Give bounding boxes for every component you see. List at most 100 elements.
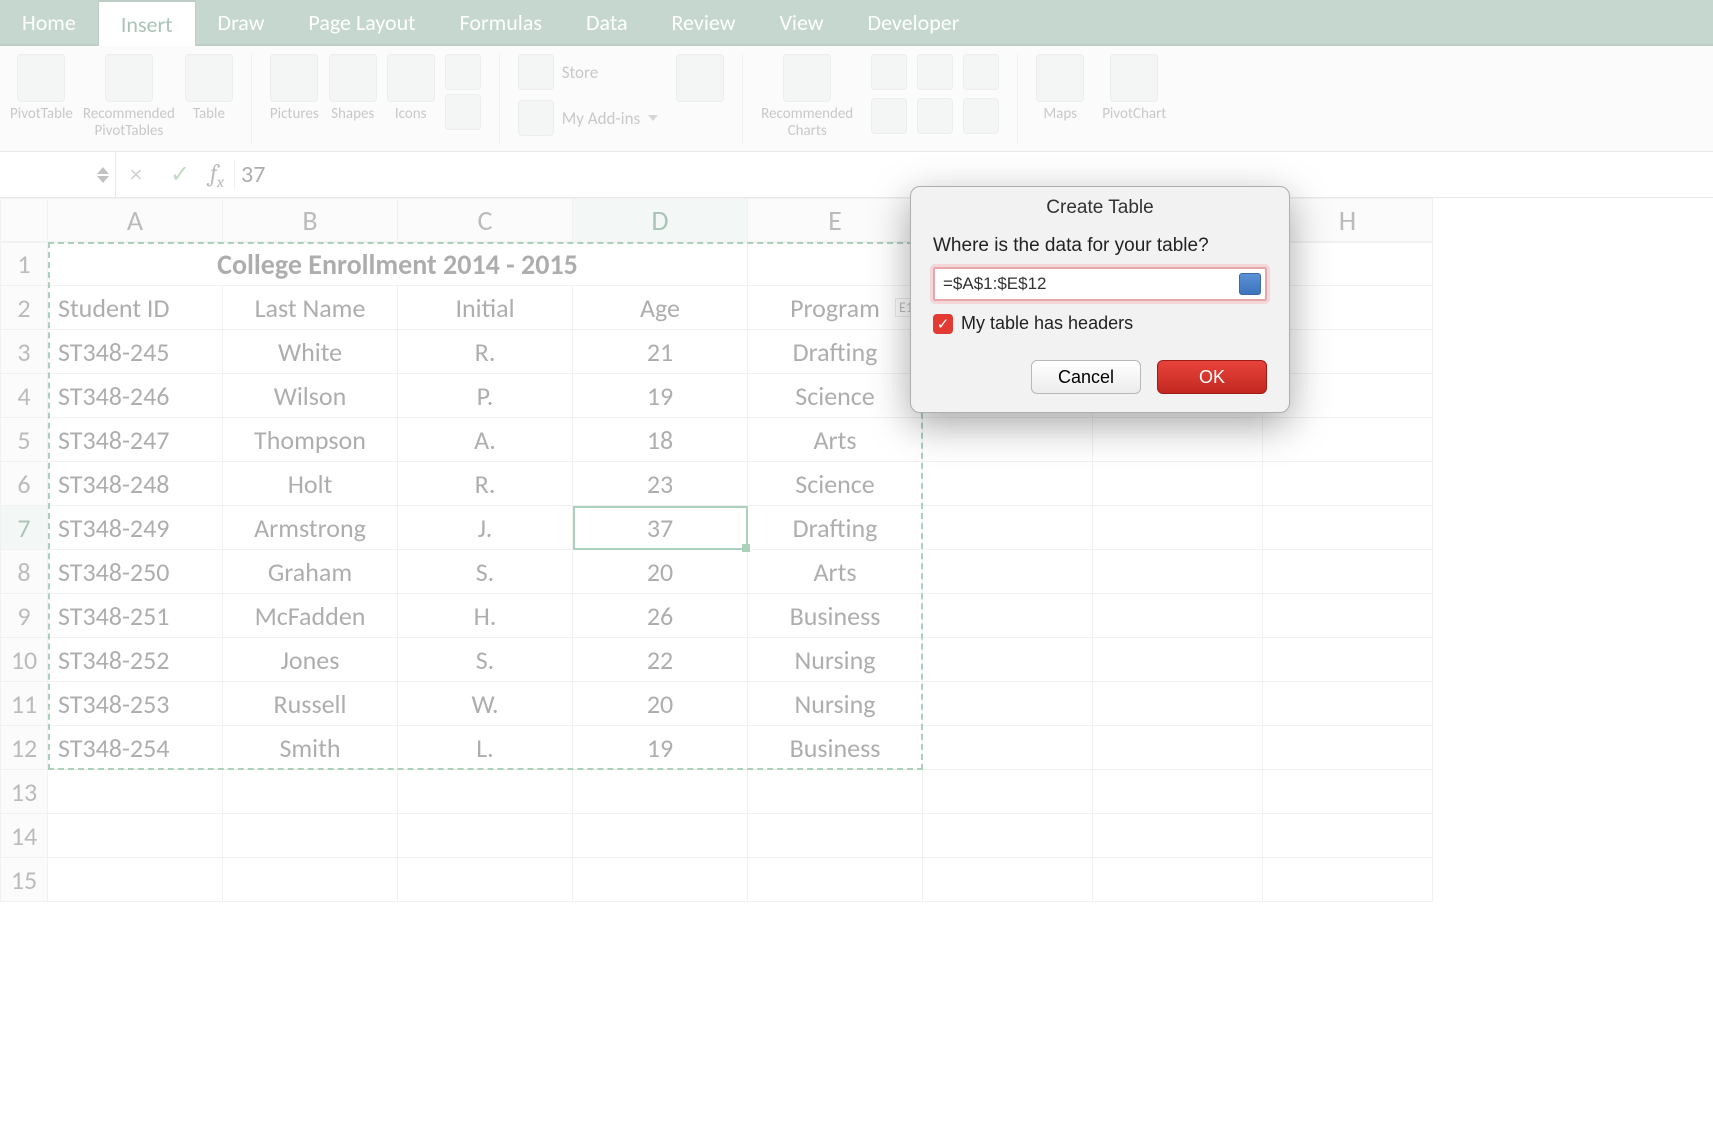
table-cell[interactable]: Armstrong [223,506,398,550]
cell[interactable] [748,814,923,858]
cell[interactable] [748,858,923,902]
table-cell[interactable]: R. [398,462,573,506]
table-cell[interactable]: Wilson [223,374,398,418]
table-cell[interactable]: ST348-247 [48,418,223,462]
table-cell[interactable]: Thompson [223,418,398,462]
ribbon-tab-draw[interactable]: Draw [196,0,287,44]
table-range-input[interactable] [933,267,1267,301]
column-header-D[interactable]: D [573,198,748,242]
table-cell[interactable]: A. [398,418,573,462]
formula-input[interactable]: 37 [235,160,265,189]
row-header-7[interactable]: 7 [0,506,48,550]
shapes-button[interactable]: Shapes [329,54,377,130]
recommended-charts-button[interactable]: Recommended Charts [761,54,853,139]
table-header[interactable]: Age [573,286,748,330]
table-cell[interactable]: L. [398,726,573,770]
table-cell[interactable]: Nursing [748,638,923,682]
row-header-14[interactable]: 14 [0,814,48,858]
column-header-E[interactable]: E [748,198,923,242]
table-cell[interactable]: 18 [573,418,748,462]
table-button[interactable]: Table [185,54,233,139]
cell[interactable] [1263,418,1433,462]
cell[interactable] [923,418,1093,462]
table-cell[interactable]: 19 [573,726,748,770]
table-cell[interactable]: McFadden [223,594,398,638]
table-cell[interactable]: ST348-251 [48,594,223,638]
table-cell[interactable]: 20 [573,550,748,594]
fx-icon[interactable]: fx [204,159,234,191]
table-cell[interactable]: Science [748,462,923,506]
table-cell[interactable]: ST348-246 [48,374,223,418]
row-header-1[interactable]: 1 [0,242,48,286]
name-box[interactable] [0,152,116,197]
store-button[interactable]: Store [518,54,658,90]
table-cell[interactable]: P. [398,374,573,418]
cell[interactable] [923,770,1093,814]
table-cell[interactable]: 37 [573,506,748,550]
table-cell[interactable]: ST348-248 [48,462,223,506]
cell[interactable] [573,814,748,858]
table-cell[interactable]: W. [398,682,573,726]
table-cell[interactable]: Business [748,726,923,770]
table-cell[interactable]: Nursing [748,682,923,726]
cell[interactable] [923,726,1093,770]
cell[interactable] [748,770,923,814]
cell[interactable] [1263,770,1433,814]
table-cell[interactable]: Jones [223,638,398,682]
cell[interactable] [1093,814,1263,858]
column-header-C[interactable]: C [398,198,573,242]
table-cell[interactable]: ST348-250 [48,550,223,594]
table-cell[interactable]: Russell [223,682,398,726]
table-cell[interactable]: H. [398,594,573,638]
pivotchart-button[interactable]: PivotChart [1102,54,1166,123]
table-header[interactable]: Student ID [48,286,223,330]
table-header[interactable]: Initial [398,286,573,330]
cell[interactable] [1093,638,1263,682]
chart-gallery[interactable] [871,54,999,134]
table-cell[interactable]: Drafting [748,506,923,550]
table-cell[interactable]: 23 [573,462,748,506]
pivottable-button[interactable]: PivotTable [10,54,73,139]
table-cell[interactable]: ST348-252 [48,638,223,682]
ok-button[interactable]: OK [1157,360,1267,394]
row-header-2[interactable]: 2 [0,286,48,330]
ribbon-tab-home[interactable]: Home [0,0,98,44]
table-header[interactable]: Last Name [223,286,398,330]
table-cell[interactable]: R. [398,330,573,374]
cell[interactable] [923,638,1093,682]
cell[interactable] [48,858,223,902]
cell[interactable] [923,858,1093,902]
cell[interactable] [573,858,748,902]
my-addins-button[interactable]: My Add-ins [518,100,658,136]
table-cell[interactable]: 21 [573,330,748,374]
table-cell[interactable]: Drafting [748,330,923,374]
table-cell[interactable]: ST348-253 [48,682,223,726]
cell[interactable] [48,770,223,814]
cell[interactable] [1263,594,1433,638]
cell[interactable] [398,858,573,902]
table-cell[interactable]: 26 [573,594,748,638]
bing-maps-button[interactable] [676,54,724,102]
cell[interactable] [1263,506,1433,550]
row-header-6[interactable]: 6 [0,462,48,506]
ribbon-tab-developer[interactable]: Developer [846,0,982,44]
spreadsheet-grid[interactable]: ABCDEFGH 123456789101112131415 College E… [0,198,1713,902]
row-header-12[interactable]: 12 [0,726,48,770]
cell[interactable] [1263,858,1433,902]
cell[interactable] [923,594,1093,638]
cell[interactable] [223,814,398,858]
models-button[interactable] [445,54,481,130]
select-all-corner[interactable] [0,198,48,242]
cell[interactable] [1093,462,1263,506]
row-header-8[interactable]: 8 [0,550,48,594]
cell[interactable] [1093,550,1263,594]
table-cell[interactable]: Business [748,594,923,638]
cell[interactable] [398,814,573,858]
column-header-B[interactable]: B [223,198,398,242]
enter-formula-icon[interactable]: ✓ [156,160,204,189]
cell[interactable] [223,858,398,902]
column-header-A[interactable]: A [48,198,223,242]
cell[interactable] [1093,726,1263,770]
recommended-pivot-button[interactable]: Recommended PivotTables [83,54,175,139]
table-cell[interactable]: ST348-245 [48,330,223,374]
